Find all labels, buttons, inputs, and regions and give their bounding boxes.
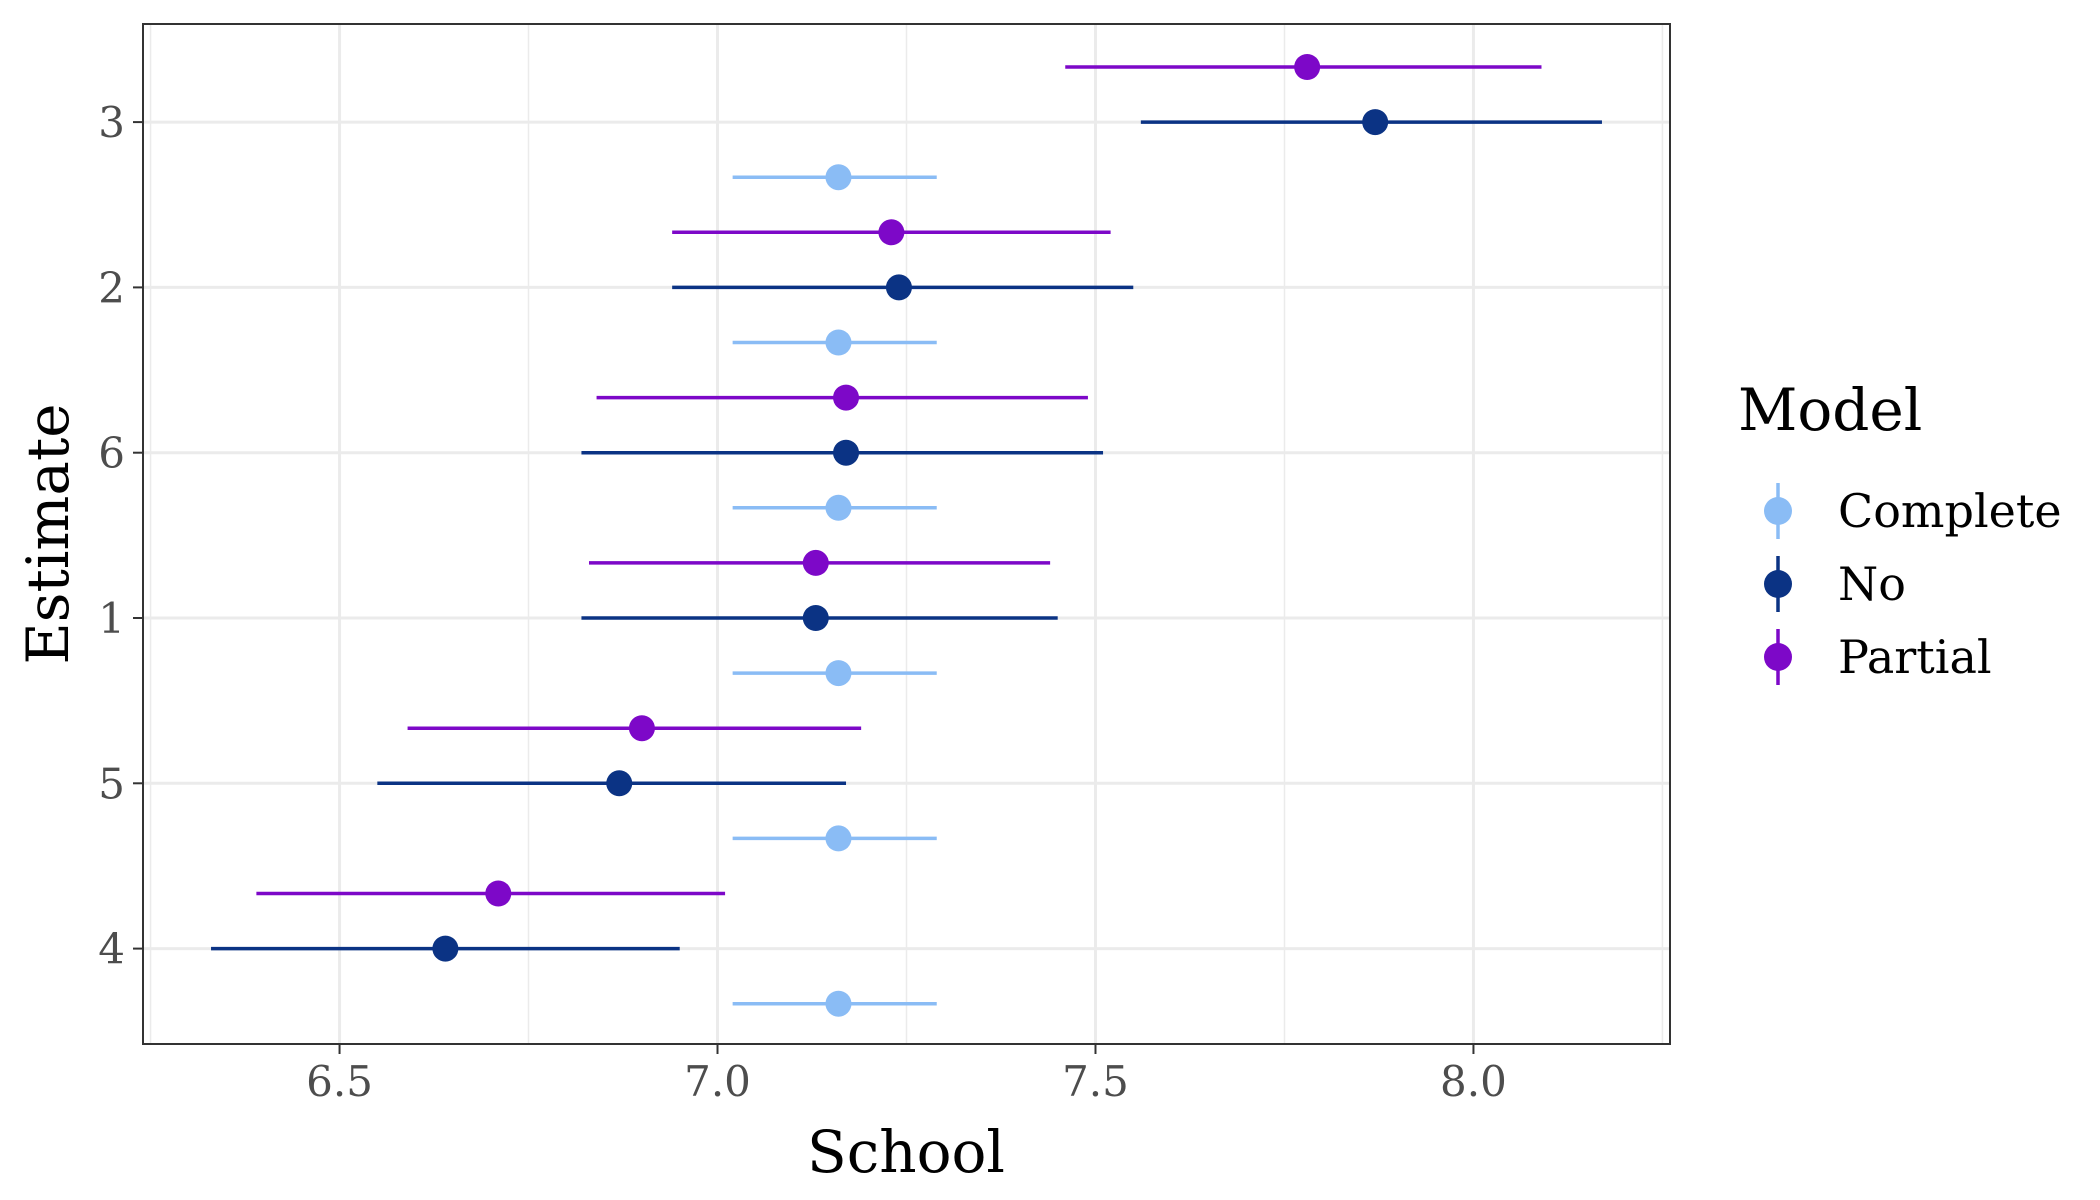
legend: Model Complete No Partial <box>1738 376 2062 685</box>
y-axis-title: Estimate <box>14 403 82 664</box>
point-partial <box>1294 54 1321 80</box>
point-partial <box>802 549 829 576</box>
point-no <box>606 770 633 797</box>
point-partial <box>833 384 860 411</box>
point-complete <box>825 990 852 1017</box>
legend-label: Partial <box>1838 630 1992 684</box>
y-tick-label: 2 <box>98 263 125 312</box>
point-complete <box>825 494 852 521</box>
y-tick-label: 6 <box>98 429 125 478</box>
point-complete <box>825 825 852 852</box>
point-no <box>802 605 829 631</box>
legend-label: Complete <box>1838 484 2062 538</box>
x-axis: 6.5 7.0 7.5 8.0 <box>306 1044 1507 1106</box>
y-tick-label: 5 <box>98 759 125 808</box>
point-partial <box>485 880 512 907</box>
legend-key-point <box>1764 643 1792 671</box>
point-partial <box>878 219 905 246</box>
legend-key-point <box>1764 497 1792 525</box>
x-axis-title: School <box>807 1118 1005 1186</box>
x-tick-label: 7.5 <box>1062 1057 1129 1106</box>
point-complete <box>825 329 852 356</box>
point-complete <box>825 660 852 687</box>
legend-label: No <box>1838 557 1906 611</box>
x-tick-label: 6.5 <box>306 1057 373 1106</box>
x-tick-label: 7.0 <box>684 1057 751 1106</box>
point-no <box>833 439 860 466</box>
x-tick-label: 8.0 <box>1440 1057 1507 1106</box>
y-tick-label: 1 <box>98 594 125 643</box>
point-no <box>885 274 912 301</box>
point-no <box>432 935 459 962</box>
y-tick-label: 3 <box>98 98 125 147</box>
y-axis: 4 5 1 6 2 3 <box>98 98 143 974</box>
legend-key-point <box>1764 570 1792 598</box>
minor-gridlines <box>149 24 1664 1044</box>
y-tick-label: 4 <box>98 925 125 974</box>
plot-panel-border <box>142 23 1671 1045</box>
point-no <box>1362 109 1389 136</box>
point-complete <box>825 164 852 191</box>
data-marks <box>211 54 1602 1017</box>
point-partial <box>628 715 655 742</box>
legend-title: Model <box>1738 376 1922 444</box>
